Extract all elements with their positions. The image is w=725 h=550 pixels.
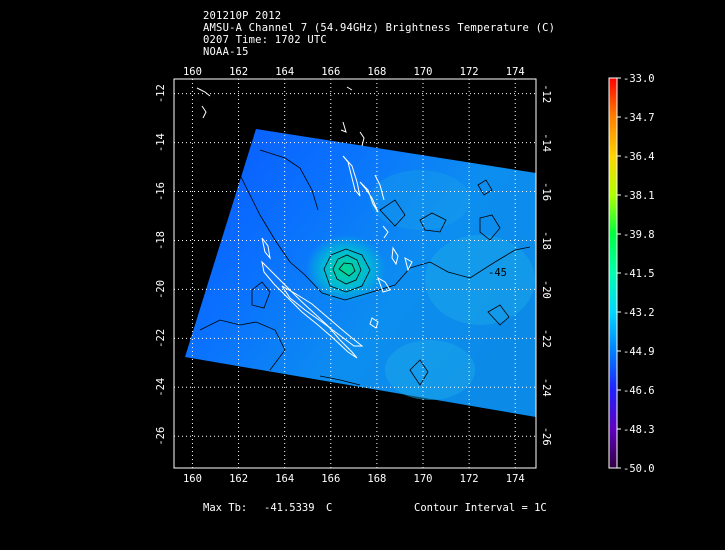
contour-line xyxy=(323,248,371,293)
north-islands xyxy=(196,86,353,119)
colorbar-tick-label: -33.0 xyxy=(623,73,655,85)
product-title: AMSU-A Channel 7 (54.94GHz) Brightness T… xyxy=(203,22,556,34)
lat-tick-label-left: -26 xyxy=(155,427,167,446)
colorbar-tick-label: -44.9 xyxy=(623,346,655,358)
lon-tick-label-bottom: 160 xyxy=(183,473,202,485)
warm-patch xyxy=(370,170,470,230)
coastline xyxy=(196,87,211,97)
colorbar-tick-label: -38.1 xyxy=(623,190,655,202)
coastline xyxy=(340,121,347,133)
colorbar-tick-label: -46.6 xyxy=(623,385,655,397)
max-tb-label: Max Tb: xyxy=(203,502,248,514)
colorbar-labels: -33.0 -34.7 -36.4 -38.1 -39.8 -41.5 -43.2 -44.9… xyxy=(617,73,655,475)
lon-tick-label-top: 170 xyxy=(414,66,433,78)
colorbar-tick-label: -43.2 xyxy=(623,307,655,319)
lon-tick-label-bottom: 162 xyxy=(229,473,248,485)
coastline xyxy=(404,256,413,272)
lon-tick-label-bottom: 166 xyxy=(321,473,340,485)
colorbar: -33.0 -34.7 -36.4 -38.1 -39.8 -41.5 -43.2 -44.9… xyxy=(608,73,655,475)
contour-line xyxy=(319,375,361,386)
colorbar-tick-label: -36.4 xyxy=(623,151,655,163)
lat-tick-label-right: -18 xyxy=(540,231,552,250)
colorbar-scale xyxy=(608,77,618,469)
contour-line xyxy=(338,262,356,277)
coastline xyxy=(374,174,385,201)
contour-lines xyxy=(199,149,531,386)
satellite-name: NOAA-15 xyxy=(203,46,249,58)
lat-tick-label-left: -24 xyxy=(155,378,167,397)
contour-line xyxy=(332,254,362,285)
data-swath-layer: -45 xyxy=(185,86,536,417)
lat-tick-label-left: -16 xyxy=(155,182,167,201)
coastline xyxy=(359,131,365,147)
map-frame xyxy=(173,78,537,469)
lon-tick-label-top: 166 xyxy=(321,66,340,78)
lon-tick-label-bottom: 164 xyxy=(275,473,294,485)
lat-tick-label-right: -20 xyxy=(540,280,552,299)
colorbar-tick-label: -48.3 xyxy=(623,424,655,436)
contour-line xyxy=(419,212,447,233)
contour-line xyxy=(259,149,319,211)
lat-tick-label-right: -12 xyxy=(540,84,552,103)
lat-lon-grid xyxy=(174,79,536,468)
coastline xyxy=(261,237,271,260)
lat-tick-label-right: -14 xyxy=(540,133,552,152)
lon-tick-label-top: 172 xyxy=(460,66,479,78)
axis-tick-labels: 160 160 162 162 164 164 166 166 168 168 170 170 172 1… xyxy=(155,66,552,485)
warm-patch xyxy=(425,235,535,325)
colorbar-tick-label: -39.8 xyxy=(623,229,655,241)
lon-tick-label-top: 174 xyxy=(506,66,525,78)
lon-tick-label-bottom: 172 xyxy=(460,473,479,485)
lon-tick-label-top: 164 xyxy=(275,66,294,78)
contour-interval: Contour Interval = 1C xyxy=(414,502,547,514)
lon-tick-label-bottom: 174 xyxy=(506,473,525,485)
lat-tick-label-left: -14 xyxy=(155,133,167,152)
time-line: 0207 Time: 1702 UTC xyxy=(203,34,327,46)
lat-tick-label-left: -22 xyxy=(155,329,167,348)
lat-tick-label-left: -12 xyxy=(155,84,167,103)
lat-tick-label-left: -18 xyxy=(155,231,167,250)
coastlines xyxy=(261,121,413,359)
contour-line xyxy=(379,199,406,227)
storm-id-line: 201210P 2012 xyxy=(203,10,282,22)
contour-line xyxy=(479,214,501,241)
contour-line xyxy=(199,319,286,371)
coastline xyxy=(342,155,361,197)
lon-tick-label-top: 162 xyxy=(229,66,248,78)
max-tb-unit: C xyxy=(326,502,333,514)
lat-tick-label-right: -26 xyxy=(540,427,552,446)
contour-value-label: -45 xyxy=(488,267,507,279)
lon-tick-label-top: 160 xyxy=(183,66,202,78)
contour-line xyxy=(409,359,429,386)
product-header: 201210P 2012 AMSU-A Channel 7 (54.94GHz)… xyxy=(203,10,555,58)
contour-line xyxy=(487,304,510,326)
coastline xyxy=(201,105,207,119)
colorbar-tick-label: -50.0 xyxy=(623,463,655,475)
coastline xyxy=(382,225,389,239)
max-tb-value: -41.5339 xyxy=(264,502,315,514)
colorbar-tick-label: -41.5 xyxy=(623,268,655,280)
lat-tick-label-right: -16 xyxy=(540,182,552,201)
lat-tick-label-right: -22 xyxy=(540,329,552,348)
warm-patch xyxy=(385,340,475,400)
lon-tick-label-top: 168 xyxy=(367,66,386,78)
coastline xyxy=(359,181,379,213)
colorbar-tick-label: -34.7 xyxy=(623,112,655,124)
coastline xyxy=(377,276,391,293)
lon-tick-label-bottom: 168 xyxy=(367,473,386,485)
contour-line xyxy=(251,281,271,309)
coastline xyxy=(369,317,379,329)
coastline xyxy=(346,86,353,91)
lat-tick-label-right: -24 xyxy=(540,378,552,397)
warm-core xyxy=(306,235,386,303)
lat-tick-label-left: -20 xyxy=(155,280,167,299)
lon-tick-label-bottom: 170 xyxy=(414,473,433,485)
coastline xyxy=(281,285,364,347)
coastline xyxy=(391,246,399,266)
contour-line xyxy=(229,159,531,301)
